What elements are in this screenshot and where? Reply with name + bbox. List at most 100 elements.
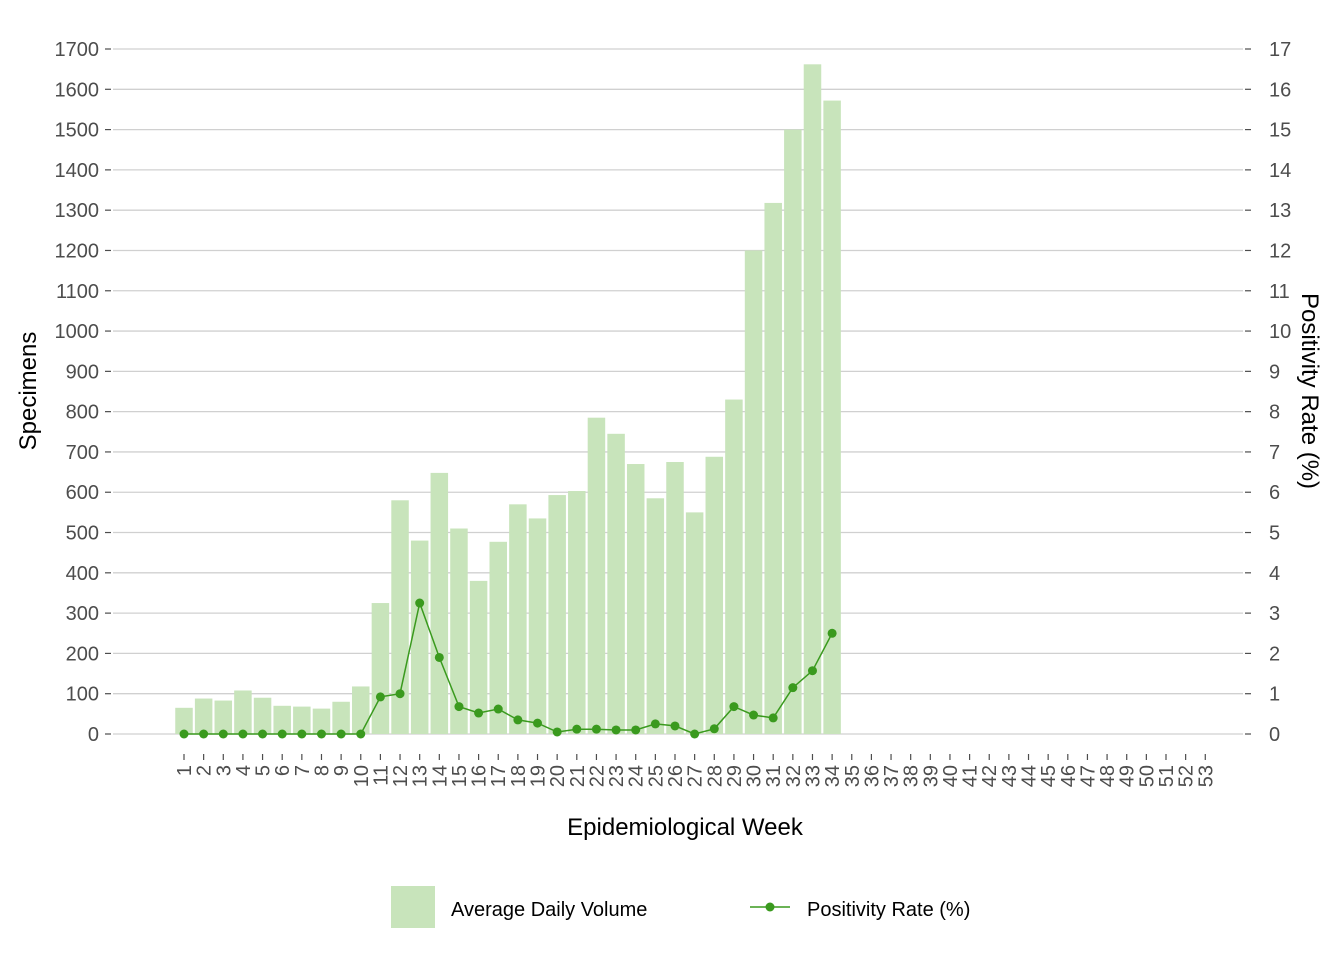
x-tick-label: 21 bbox=[567, 765, 589, 787]
right-tick-label: 15 bbox=[1269, 120, 1291, 142]
x-tick-label: 40 bbox=[940, 765, 962, 787]
line-point bbox=[650, 719, 660, 729]
line-point bbox=[395, 689, 405, 699]
x-tick-label: 44 bbox=[1019, 765, 1041, 787]
x-tick-label: 8 bbox=[312, 765, 334, 776]
x-tick-label: 48 bbox=[1097, 765, 1119, 787]
x-tick-label: 38 bbox=[901, 765, 923, 787]
line-point bbox=[788, 683, 798, 693]
line-point bbox=[533, 718, 543, 728]
bar bbox=[607, 433, 625, 734]
bar bbox=[253, 697, 272, 734]
line-point bbox=[336, 729, 346, 739]
bar bbox=[509, 504, 527, 734]
x-tick-label: 50 bbox=[1136, 765, 1158, 787]
line-point bbox=[631, 725, 641, 735]
x-tick-label: 46 bbox=[1058, 765, 1080, 787]
line-point bbox=[670, 721, 680, 731]
left-tick-label: 600 bbox=[66, 482, 99, 504]
legend: Average Daily Volume Positivity Rate (%) bbox=[391, 886, 970, 928]
x-tick-label: 7 bbox=[292, 765, 314, 776]
right-tick-label: 6 bbox=[1269, 482, 1280, 504]
right-tick-label: 10 bbox=[1269, 321, 1291, 343]
right-tick-label: 11 bbox=[1269, 281, 1290, 303]
bar bbox=[705, 456, 724, 734]
line-point bbox=[493, 704, 503, 714]
right-tick-label: 13 bbox=[1269, 200, 1291, 222]
bar bbox=[352, 686, 370, 734]
bar bbox=[784, 129, 802, 734]
x-tick-label: 28 bbox=[704, 765, 726, 787]
x-tick-label: 33 bbox=[803, 765, 825, 787]
bar bbox=[293, 706, 311, 734]
bar bbox=[332, 701, 350, 734]
left-tick-label: 1500 bbox=[55, 120, 100, 142]
x-tick-label: 2 bbox=[194, 765, 216, 776]
left-tick-label: 300 bbox=[66, 603, 99, 625]
right-tick-label: 5 bbox=[1269, 523, 1280, 545]
legend-label-bar: Average Daily Volume bbox=[451, 899, 647, 921]
bar bbox=[430, 472, 449, 734]
right-tick-label: 12 bbox=[1269, 240, 1291, 262]
positivity-line bbox=[184, 600, 833, 735]
x-tick-label: 6 bbox=[272, 765, 294, 776]
right-tick-label: 8 bbox=[1269, 402, 1280, 424]
x-tick-label: 49 bbox=[1117, 765, 1139, 787]
bar bbox=[273, 705, 291, 734]
line-point bbox=[258, 729, 268, 739]
left-axis-ticks: 0 100 200 300 400 500 600 700 800 900 1000 1100 1200… bbox=[55, 39, 111, 746]
bar bbox=[646, 498, 665, 734]
x-tick-label: 37 bbox=[881, 765, 903, 787]
x-tick-label: 9 bbox=[331, 765, 353, 776]
x-tick-label: 23 bbox=[606, 765, 628, 787]
x-tick-label: 27 bbox=[685, 765, 707, 787]
left-tick-label: 500 bbox=[66, 523, 99, 545]
right-tick-label: 3 bbox=[1269, 603, 1280, 625]
line-point bbox=[375, 692, 385, 702]
left-tick-label: 700 bbox=[66, 442, 99, 464]
bar bbox=[312, 708, 331, 734]
left-tick-label: 0 bbox=[88, 724, 99, 746]
bar bbox=[666, 462, 684, 734]
line-point bbox=[709, 724, 719, 734]
bar bbox=[744, 250, 763, 734]
right-tick-label: 2 bbox=[1269, 643, 1280, 665]
legend-swatch-bar bbox=[391, 886, 435, 928]
x-tick-label: 11 bbox=[370, 765, 392, 786]
right-tick-label: 14 bbox=[1269, 160, 1291, 182]
bar bbox=[685, 512, 704, 734]
bar bbox=[214, 700, 233, 734]
left-tick-label: 800 bbox=[66, 402, 99, 424]
line-point bbox=[768, 713, 778, 723]
bar bbox=[194, 698, 213, 734]
bar bbox=[764, 202, 782, 734]
line-point bbox=[827, 628, 837, 638]
left-tick-label: 1400 bbox=[55, 160, 100, 182]
bar-series bbox=[175, 64, 841, 734]
line-point bbox=[434, 652, 444, 662]
line-point bbox=[690, 729, 700, 739]
line-point bbox=[415, 598, 425, 608]
x-tick-label: 1 bbox=[174, 765, 196, 776]
right-tick-label: 4 bbox=[1269, 563, 1280, 585]
bar bbox=[410, 540, 429, 734]
left-tick-label: 400 bbox=[66, 563, 99, 585]
left-tick-label: 1100 bbox=[56, 281, 99, 303]
x-tick-label: 47 bbox=[1077, 765, 1099, 787]
line-point bbox=[199, 729, 209, 739]
line-point bbox=[316, 729, 326, 739]
bar bbox=[450, 528, 468, 734]
x-tick-label: 52 bbox=[1176, 765, 1198, 787]
left-tick-label: 1300 bbox=[55, 200, 100, 222]
x-tick-label: 39 bbox=[920, 765, 942, 787]
line-point bbox=[218, 729, 228, 739]
x-tick-label: 18 bbox=[508, 765, 530, 787]
line-point bbox=[513, 715, 523, 725]
right-tick-label: 7 bbox=[1269, 442, 1280, 464]
x-tick-label: 22 bbox=[586, 765, 608, 787]
x-tick-label: 36 bbox=[861, 765, 883, 787]
bar bbox=[568, 491, 586, 734]
x-tick-label: 3 bbox=[213, 765, 235, 776]
